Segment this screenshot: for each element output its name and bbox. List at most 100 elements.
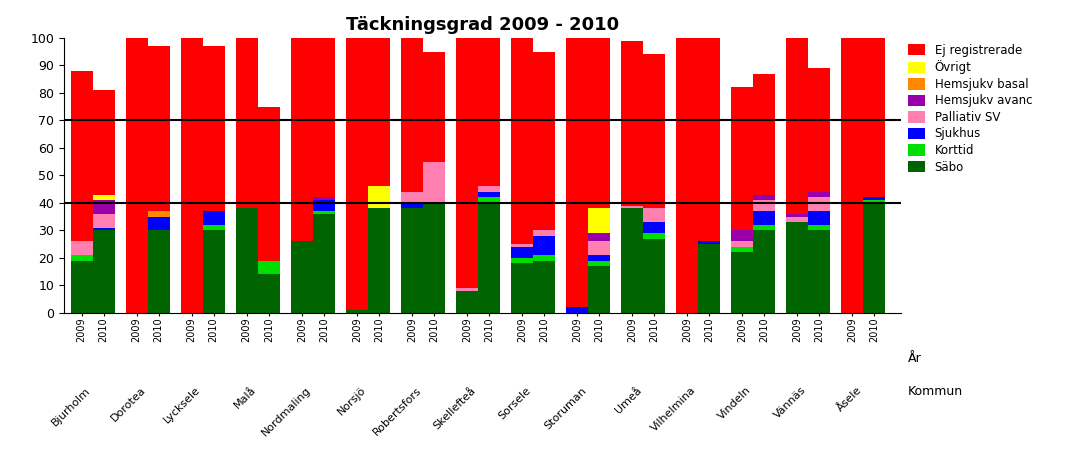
Bar <box>312 32 335 197</box>
Bar <box>863 197 886 200</box>
Bar <box>291 241 312 313</box>
Bar <box>478 192 500 197</box>
Bar <box>368 18 390 186</box>
Bar <box>478 197 500 203</box>
Bar <box>93 214 115 228</box>
Bar <box>731 252 754 313</box>
Bar <box>456 291 478 313</box>
Text: Vännäs: Vännäs <box>773 385 808 421</box>
Legend: Ej registrerade, Övrigt, Hemsjukv basal, Hemsjukv avanc, Palliativ SV, Sjukhus, : Ej registrerade, Övrigt, Hemsjukv basal,… <box>907 44 1032 173</box>
Bar <box>621 209 643 313</box>
Bar <box>93 228 115 230</box>
Bar <box>588 261 610 266</box>
Bar <box>808 68 830 192</box>
Bar <box>863 200 886 203</box>
Bar <box>566 38 588 307</box>
Text: År: År <box>908 352 921 365</box>
Text: Norsjö: Norsjö <box>336 385 368 417</box>
Bar <box>533 52 555 230</box>
Bar <box>676 38 698 313</box>
Bar <box>93 200 115 214</box>
Bar <box>808 192 830 197</box>
Bar <box>312 214 335 313</box>
Bar <box>258 261 279 274</box>
Bar <box>147 230 169 313</box>
Bar <box>787 30 808 214</box>
Bar <box>511 18 533 244</box>
Bar <box>588 38 610 209</box>
Bar <box>754 73 775 195</box>
Bar <box>478 186 500 192</box>
Bar <box>345 310 368 313</box>
Bar <box>312 211 335 214</box>
Text: Kommun: Kommun <box>908 385 963 398</box>
Bar <box>147 46 169 211</box>
Bar <box>754 200 775 211</box>
Title: Täckningsgrad 2009 - 2010: Täckningsgrad 2009 - 2010 <box>345 16 619 34</box>
Bar <box>203 211 225 225</box>
Bar <box>808 211 830 225</box>
Bar <box>754 230 775 313</box>
Bar <box>754 195 775 200</box>
Bar <box>511 244 533 247</box>
Bar <box>643 222 665 233</box>
Bar <box>787 222 808 313</box>
Text: Robertsfors: Robertsfors <box>371 385 423 437</box>
Bar <box>588 233 610 241</box>
Bar <box>754 211 775 225</box>
Bar <box>368 209 390 313</box>
Bar <box>478 203 500 313</box>
Bar <box>93 230 115 313</box>
Bar <box>731 241 754 247</box>
Bar <box>731 230 754 241</box>
Bar <box>588 209 610 233</box>
Bar <box>423 162 445 203</box>
Bar <box>93 90 115 195</box>
Bar <box>203 225 225 230</box>
Bar <box>808 230 830 313</box>
Bar <box>588 255 610 261</box>
Bar <box>621 41 643 206</box>
Bar <box>93 195 115 200</box>
Bar <box>401 192 423 203</box>
Bar <box>70 255 93 261</box>
Text: Malå: Malå <box>232 385 258 411</box>
Bar <box>203 46 225 211</box>
Text: Åsele: Åsele <box>835 385 863 414</box>
Bar <box>841 38 863 313</box>
Bar <box>291 38 312 241</box>
Bar <box>511 247 533 258</box>
Bar <box>478 30 500 186</box>
Bar <box>70 71 93 241</box>
Bar <box>533 236 555 255</box>
Bar <box>423 203 445 313</box>
Bar <box>456 35 478 288</box>
Bar <box>147 211 169 217</box>
Bar <box>643 55 665 209</box>
Bar <box>533 261 555 313</box>
Bar <box>456 288 478 291</box>
Bar <box>533 230 555 236</box>
Text: Storuman: Storuman <box>543 385 588 431</box>
Bar <box>147 217 169 230</box>
Bar <box>588 241 610 255</box>
Bar <box>533 255 555 261</box>
Bar <box>368 186 390 209</box>
Bar <box>401 38 423 192</box>
Bar <box>236 38 258 209</box>
Bar <box>258 274 279 313</box>
Text: Sorsele: Sorsele <box>497 385 533 421</box>
Bar <box>698 35 721 241</box>
Bar <box>863 203 886 313</box>
Bar <box>643 209 665 222</box>
Bar <box>621 206 643 209</box>
Bar <box>588 266 610 313</box>
Bar <box>643 238 665 313</box>
Text: Bjurholm: Bjurholm <box>50 385 93 428</box>
Bar <box>808 225 830 230</box>
Bar <box>698 241 721 244</box>
Bar <box>511 264 533 313</box>
Bar <box>511 258 533 264</box>
Text: Skellefteå: Skellefteå <box>432 385 478 431</box>
Bar <box>423 52 445 162</box>
